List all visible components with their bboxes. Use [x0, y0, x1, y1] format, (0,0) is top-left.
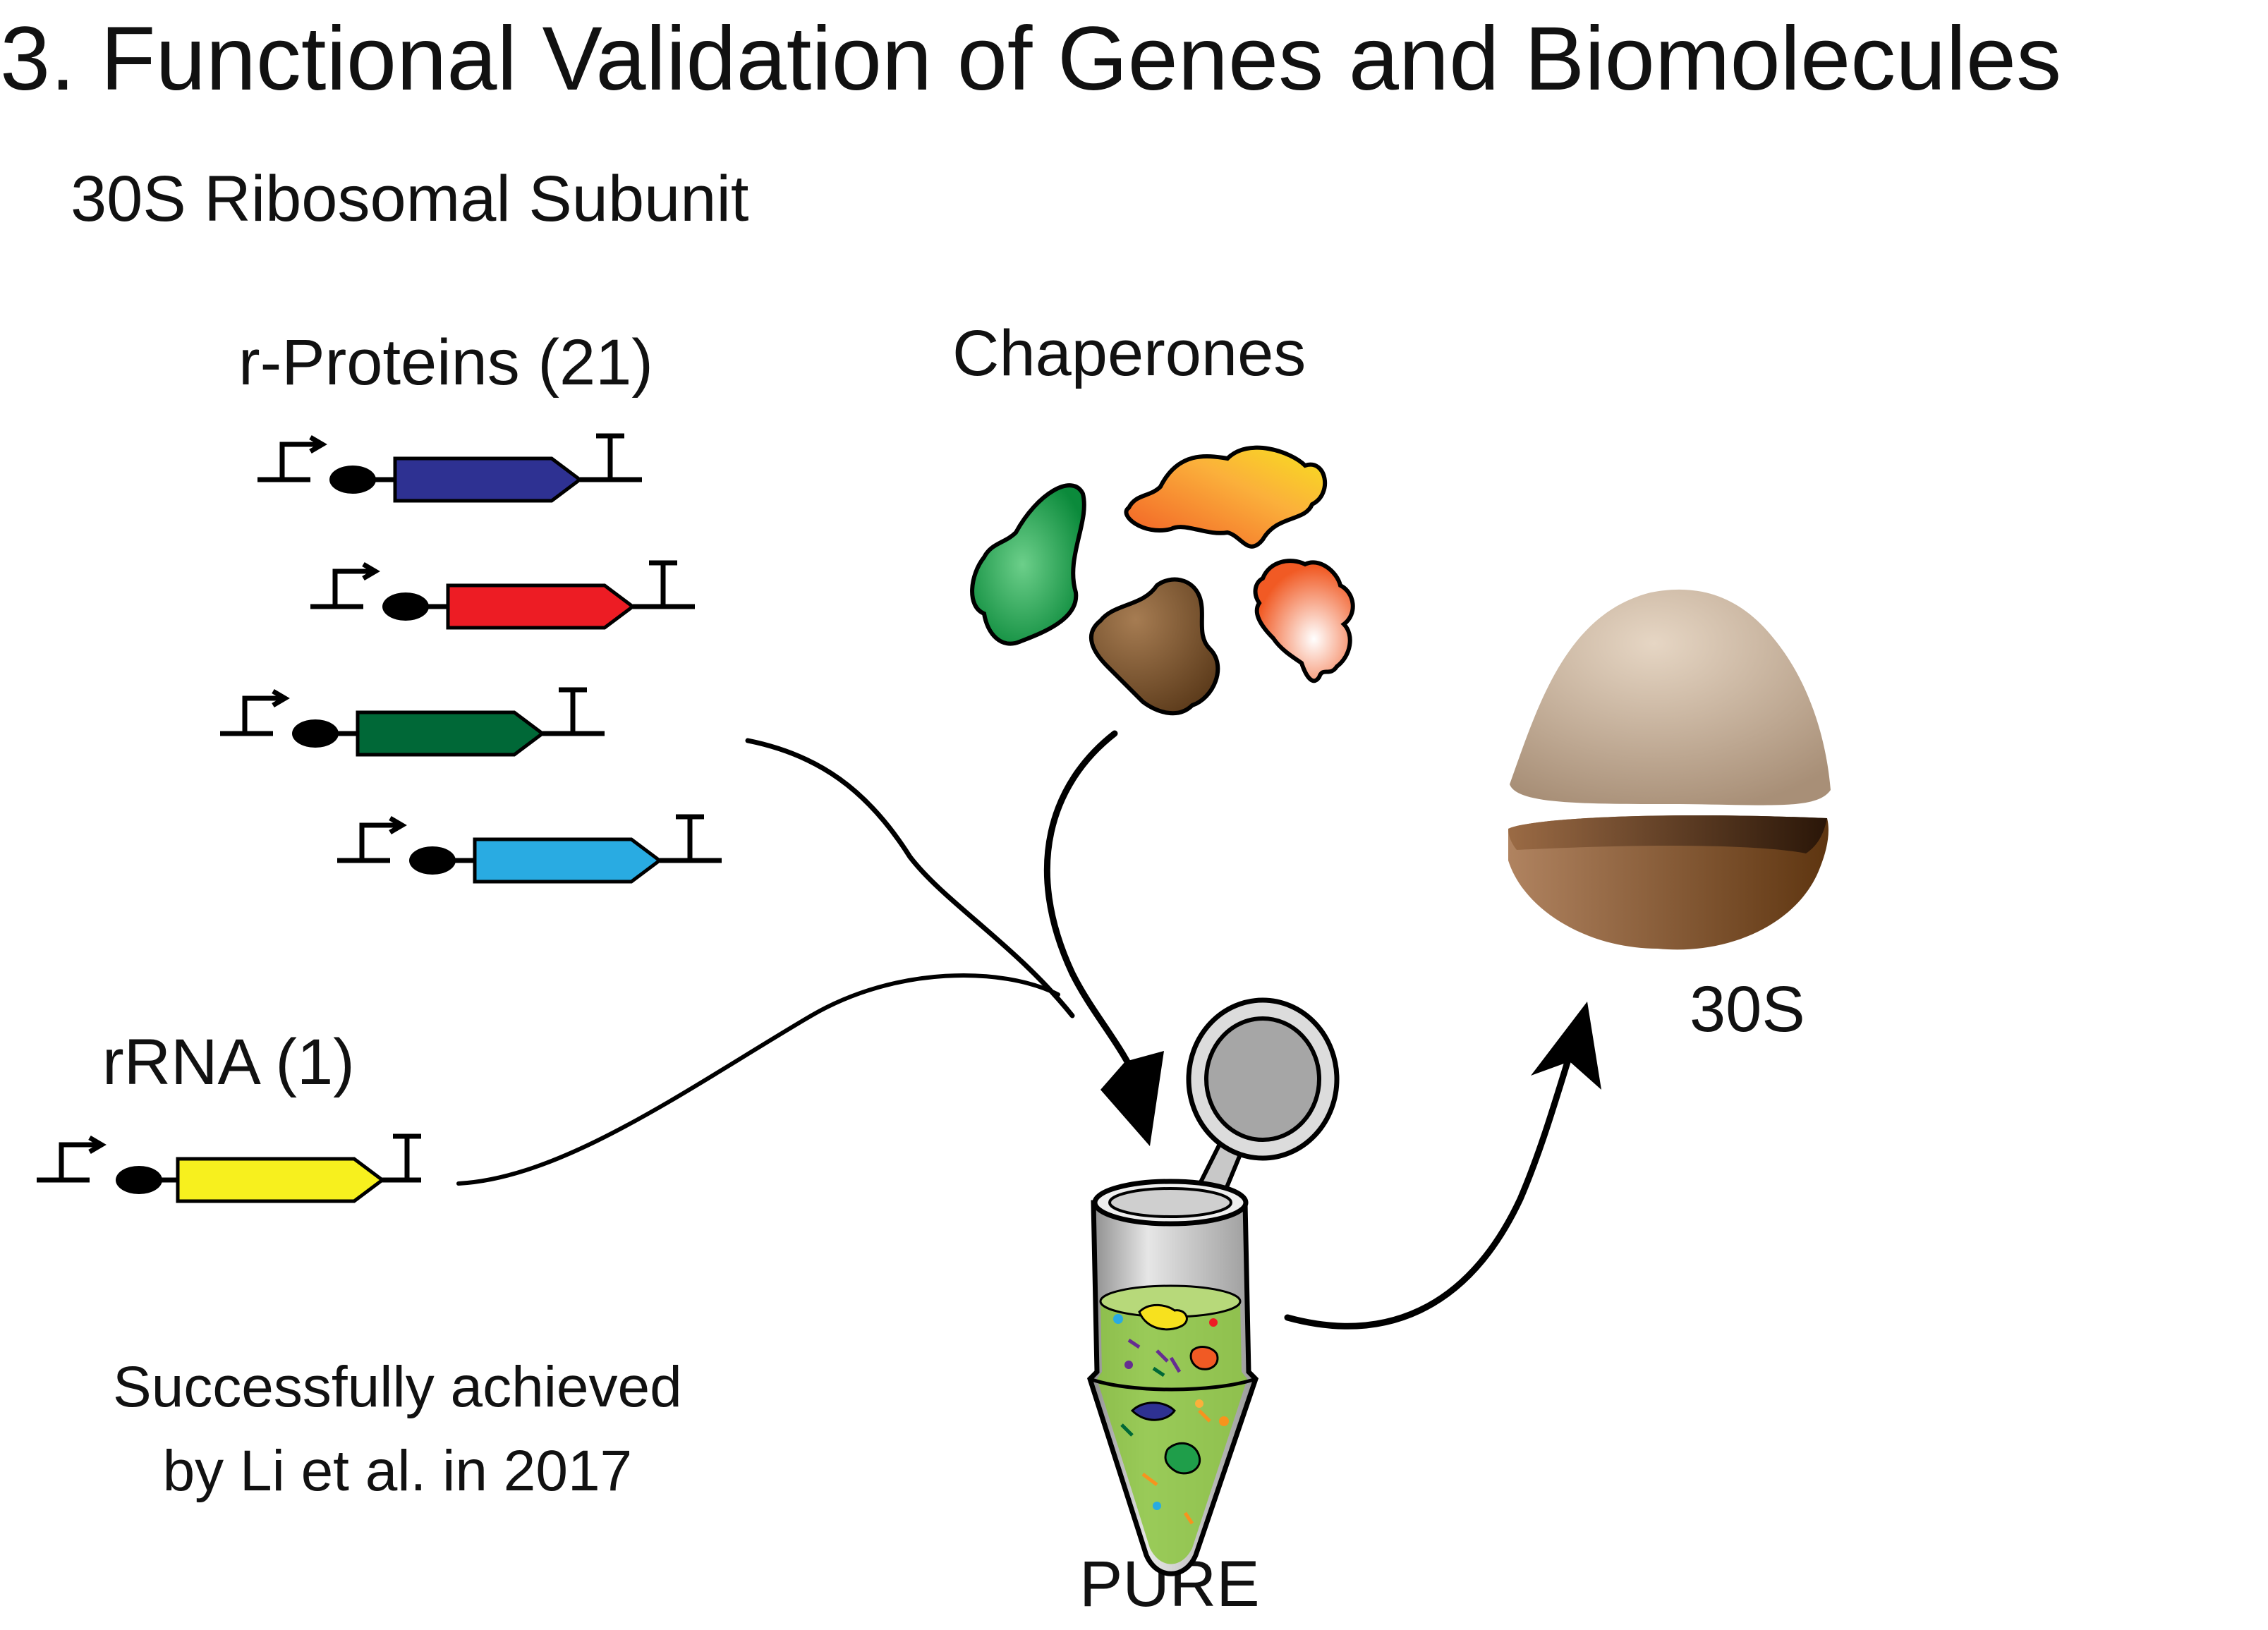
gene-construct-3	[220, 687, 605, 757]
rrna-label: rRNA (1)	[102, 1026, 355, 1098]
gene-construct-4	[337, 814, 722, 884]
citation-note: Successfully achieved by Li et al. in 20…	[113, 1346, 682, 1514]
chaperone-red-orange	[1253, 559, 1355, 683]
gene-construct-2	[310, 560, 695, 630]
ribosome-30s-label: 30S	[1690, 973, 1805, 1045]
chaperone-yellow-orange	[1124, 445, 1327, 549]
flow-arrows-to-pure	[456, 730, 1143, 1186]
r-proteins-label: r-Proteins (21)	[238, 327, 653, 399]
section-subtitle: 30S Ribosomal Subunit	[71, 163, 749, 235]
chaperone-green	[970, 483, 1086, 646]
pure-tube-icon	[1087, 997, 1340, 1576]
citation-note-line-1: Successfully achieved	[113, 1355, 682, 1419]
arrowhead-to-30s	[1531, 1002, 1601, 1090]
ribosome-30s-icon	[1508, 589, 1831, 950]
citation-note-line-2: by Li et al. in 2017	[162, 1438, 633, 1503]
arrowhead-to-pure	[1100, 1051, 1164, 1146]
gene-construct-rrna	[37, 1133, 421, 1203]
page-title: 3. Functional Validation of Genes and Bi…	[0, 8, 2062, 109]
gene-construct-1	[257, 433, 642, 503]
chaperones-label: Chaperones	[952, 317, 1306, 389]
chaperone-brown	[1088, 577, 1220, 716]
flow-arrow-to-30s	[1284, 1040, 1577, 1330]
